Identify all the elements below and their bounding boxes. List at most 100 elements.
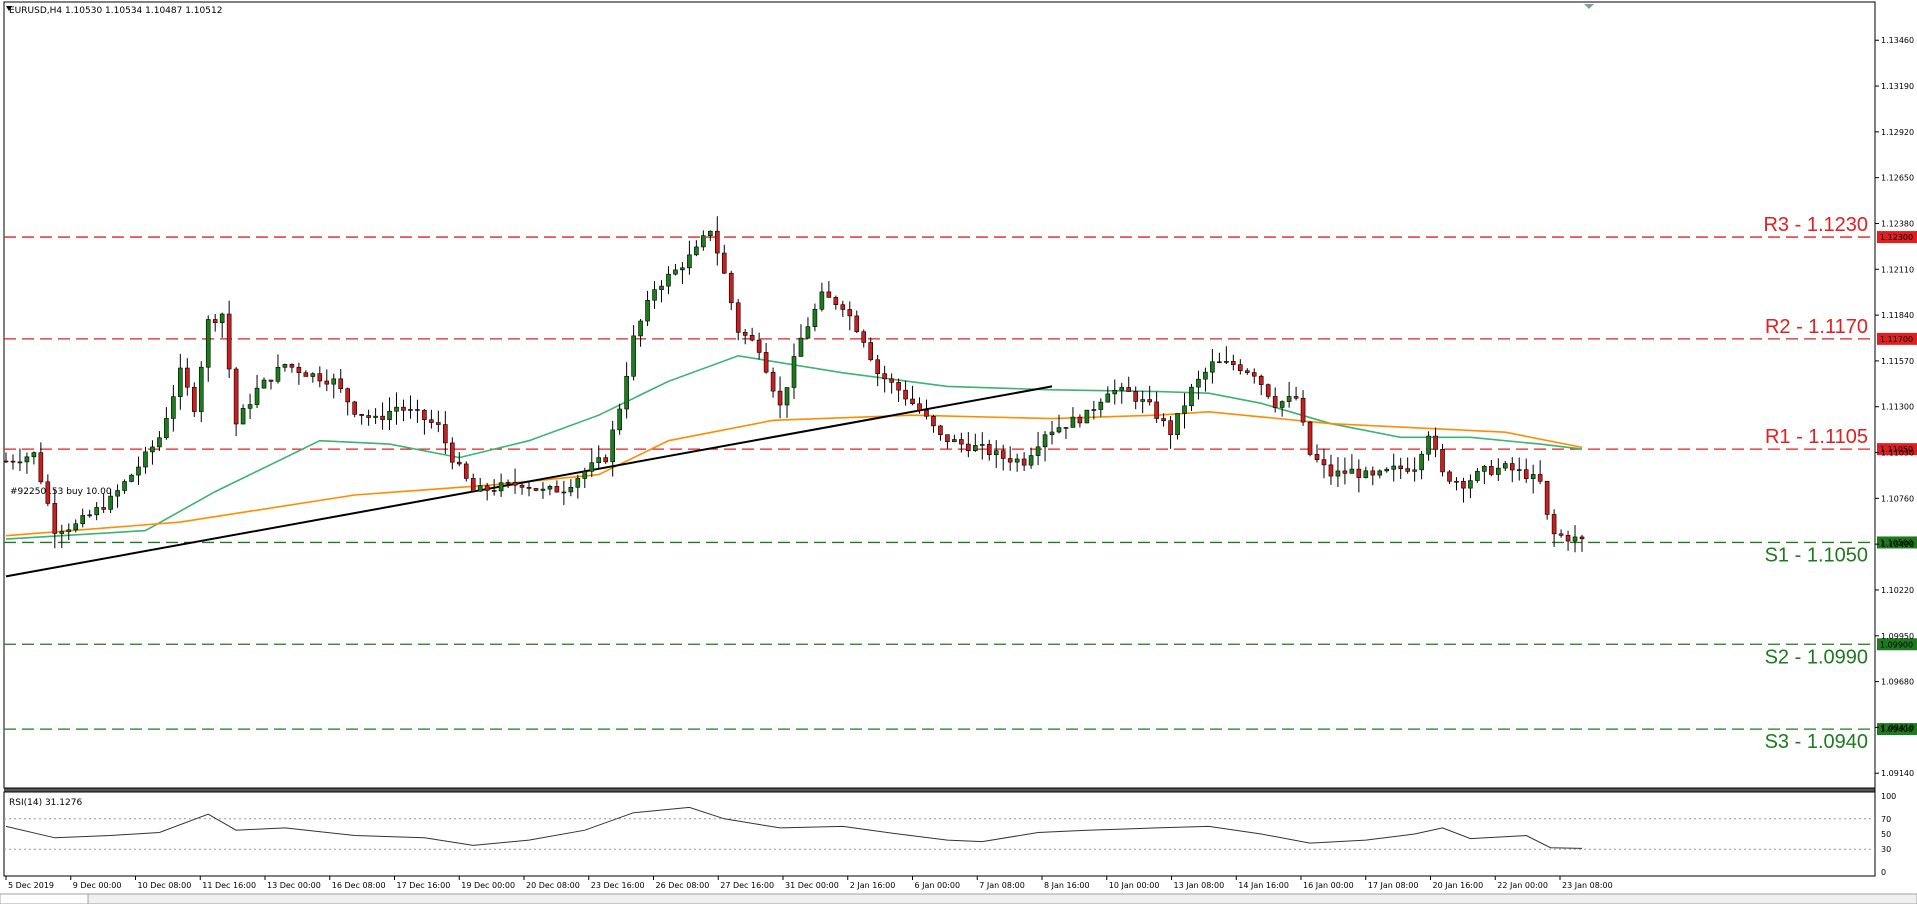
candle-bull[interactable] bbox=[240, 408, 246, 425]
candle-bear[interactable] bbox=[212, 319, 218, 323]
candle-bull[interactable] bbox=[1335, 470, 1341, 477]
candle-bear[interactable] bbox=[735, 302, 741, 333]
candle-bear[interactable] bbox=[603, 457, 609, 463]
candle-bear[interactable] bbox=[554, 486, 560, 493]
candle-bull[interactable] bbox=[701, 235, 706, 248]
candle-bull[interactable] bbox=[1224, 361, 1229, 363]
candle-bear[interactable] bbox=[1307, 421, 1313, 455]
candle-bull[interactable] bbox=[1349, 468, 1355, 474]
candle-bear[interactable] bbox=[1251, 372, 1257, 377]
candle-bear[interactable] bbox=[1509, 463, 1515, 471]
candle-bear[interactable] bbox=[1265, 384, 1271, 397]
candle-bull[interactable] bbox=[143, 451, 148, 468]
candle-bull[interactable] bbox=[784, 387, 790, 406]
candle-bull[interactable] bbox=[477, 485, 483, 492]
candle-bear[interactable] bbox=[1217, 361, 1222, 364]
candle-bull[interactable] bbox=[596, 457, 602, 464]
candle-bear[interactable] bbox=[456, 461, 462, 465]
candle-bull[interactable] bbox=[631, 335, 636, 377]
candle-bull[interactable] bbox=[1377, 470, 1383, 476]
candle-bull[interactable] bbox=[582, 470, 588, 479]
candle-bull[interactable] bbox=[178, 367, 183, 397]
candle-bull[interactable] bbox=[1468, 480, 1473, 489]
candle-bear[interactable] bbox=[1398, 465, 1403, 469]
candle-bull[interactable] bbox=[1014, 458, 1020, 463]
candle-bull[interactable] bbox=[498, 482, 504, 492]
candle-bull[interactable] bbox=[1119, 387, 1125, 391]
candle-bull[interactable] bbox=[505, 481, 511, 484]
candle-bear[interactable] bbox=[910, 398, 915, 405]
candle-bull[interactable] bbox=[282, 364, 288, 368]
candle-bull[interactable] bbox=[1516, 469, 1522, 471]
candle-bull[interactable] bbox=[1286, 396, 1292, 402]
candle-bull[interactable] bbox=[610, 429, 615, 463]
candle-bear[interactable] bbox=[1440, 448, 1445, 473]
candle-bull[interactable] bbox=[1175, 413, 1180, 436]
candle-bull[interactable] bbox=[1105, 393, 1111, 403]
candle-bull[interactable] bbox=[575, 478, 581, 488]
candle-bull[interactable] bbox=[17, 461, 23, 464]
candle-bull[interactable] bbox=[673, 269, 678, 275]
candle-bear[interactable] bbox=[338, 378, 344, 389]
candle-bear[interactable] bbox=[840, 304, 846, 310]
candle-bear[interactable] bbox=[1154, 401, 1159, 419]
candle-bear[interactable] bbox=[770, 371, 776, 392]
candle-bear[interactable] bbox=[1000, 450, 1006, 459]
candle-bull[interactable] bbox=[205, 319, 211, 368]
candle-bear[interactable] bbox=[484, 485, 490, 491]
candle-bull[interactable] bbox=[136, 466, 141, 476]
candle-bull[interactable] bbox=[1210, 361, 1215, 373]
candle-bull[interactable] bbox=[1426, 435, 1431, 455]
candle-bear[interactable] bbox=[847, 309, 853, 317]
candle-bull[interactable] bbox=[993, 450, 999, 456]
candle-bull[interactable] bbox=[1182, 405, 1187, 414]
candle-bear[interactable] bbox=[3, 460, 9, 463]
candle-bear[interactable] bbox=[777, 390, 783, 406]
candle-bear[interactable] bbox=[1551, 514, 1557, 535]
candle-bear[interactable] bbox=[422, 409, 427, 421]
candle-bear[interactable] bbox=[526, 487, 532, 489]
candle-bear[interactable] bbox=[1433, 435, 1438, 450]
candle-bear[interactable] bbox=[1454, 480, 1459, 483]
candle-bear[interactable] bbox=[1126, 387, 1132, 392]
candle-bear[interactable] bbox=[1314, 454, 1320, 460]
candle-bear[interactable] bbox=[945, 434, 950, 443]
candle-bull[interactable] bbox=[659, 285, 664, 290]
candle-bear[interactable] bbox=[401, 406, 406, 411]
candle-bull[interactable] bbox=[798, 337, 804, 357]
candle-bull[interactable] bbox=[261, 379, 267, 389]
candle-bull[interactable] bbox=[568, 487, 574, 493]
candle-bear[interactable] bbox=[1244, 370, 1250, 373]
candle-bear[interactable] bbox=[436, 422, 441, 425]
candle-bull[interactable] bbox=[589, 462, 595, 472]
candle-bull[interactable] bbox=[247, 404, 253, 409]
candle-bear[interactable] bbox=[1168, 420, 1173, 436]
candle-bull[interactable] bbox=[1530, 474, 1536, 479]
candle-bull[interactable] bbox=[708, 230, 713, 236]
candle-bear[interactable] bbox=[450, 442, 455, 463]
candle-bull[interactable] bbox=[547, 486, 553, 490]
candle-bear[interactable] bbox=[903, 389, 908, 400]
candle-bear[interactable] bbox=[1370, 470, 1376, 476]
candle-bear[interactable] bbox=[1258, 375, 1264, 385]
candle-bull[interactable] bbox=[1042, 434, 1048, 448]
candle-bull[interactable] bbox=[652, 289, 657, 301]
candle-bull[interactable] bbox=[254, 387, 260, 405]
candle-bull[interactable] bbox=[24, 456, 30, 463]
candle-bear[interactable] bbox=[463, 463, 469, 479]
candle-bear[interactable] bbox=[1300, 397, 1306, 423]
candle-bear[interactable] bbox=[1489, 466, 1494, 475]
candle-bear[interactable] bbox=[296, 366, 302, 374]
candle-bear[interactable] bbox=[861, 331, 867, 343]
candle-bull[interactable] bbox=[617, 408, 622, 431]
candle-bull[interactable] bbox=[94, 507, 99, 516]
candle-bear[interactable] bbox=[52, 503, 58, 534]
candle-bear[interactable] bbox=[233, 368, 239, 425]
candle-bull[interactable] bbox=[1063, 427, 1069, 429]
candle-bear[interactable] bbox=[352, 401, 357, 415]
candle-bull[interactable] bbox=[310, 373, 316, 377]
candle-bear[interactable] bbox=[763, 352, 769, 373]
candle-bull[interactable] bbox=[408, 409, 413, 411]
candle-bear[interactable] bbox=[1007, 458, 1013, 463]
candle-bull[interactable] bbox=[1203, 371, 1208, 380]
